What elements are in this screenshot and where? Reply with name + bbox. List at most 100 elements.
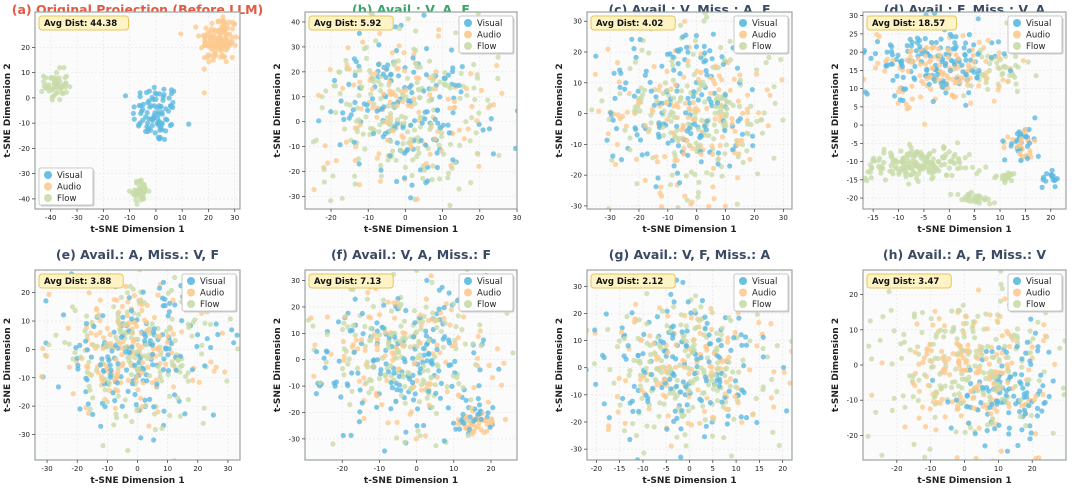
point-flow <box>871 155 877 161</box>
point-audio <box>956 343 963 349</box>
point-visual <box>424 358 430 364</box>
point-flow <box>973 348 979 354</box>
point-audio <box>164 339 170 345</box>
y-tick-label: 0 <box>854 362 858 370</box>
point-flow <box>345 324 351 330</box>
point-visual <box>1072 382 1077 387</box>
point-audio <box>170 297 176 303</box>
point-flow <box>678 88 685 94</box>
point-audio <box>719 77 725 83</box>
point-flow <box>186 324 192 330</box>
point-flow <box>702 12 708 16</box>
point-flow <box>709 378 715 384</box>
point-audio <box>356 378 362 384</box>
point-flow <box>436 176 443 182</box>
point-visual <box>1008 374 1014 380</box>
point-flow <box>591 361 598 367</box>
point-audio <box>202 38 208 44</box>
y-tick-label: -20 <box>571 172 582 180</box>
point-visual <box>966 90 972 96</box>
point-audio <box>970 395 976 401</box>
point-visual <box>667 376 673 382</box>
point-audio <box>998 448 1004 454</box>
point-flow <box>689 350 695 356</box>
point-flow <box>55 80 61 86</box>
point-audio <box>960 33 966 39</box>
point-visual <box>289 373 294 378</box>
point-flow <box>962 429 968 435</box>
y-tick-label: 10 <box>573 337 582 345</box>
point-flow <box>131 192 137 198</box>
y-tick-label: 20 <box>573 49 582 57</box>
point-audio <box>665 413 671 419</box>
point-audio <box>965 347 971 353</box>
point-audio <box>764 87 770 93</box>
y-tick-label: 0 <box>296 118 300 126</box>
legend-marker-visual <box>464 19 472 27</box>
point-visual <box>348 432 354 438</box>
point-flow <box>967 194 973 200</box>
point-visual <box>90 411 96 417</box>
point-audio <box>970 52 976 58</box>
point-audio <box>444 389 450 395</box>
point-audio <box>679 135 686 141</box>
point-flow <box>938 327 944 333</box>
point-flow <box>371 78 377 85</box>
point-visual <box>85 401 91 407</box>
point-flow <box>927 446 933 452</box>
point-flow <box>979 54 985 60</box>
legend-marker-visual <box>464 277 472 285</box>
point-flow <box>1019 364 1025 370</box>
point-audio <box>114 297 120 303</box>
point-audio <box>139 404 146 410</box>
point-visual <box>743 334 749 340</box>
point-audio <box>124 313 130 319</box>
x-tick-label: -40 <box>45 214 56 222</box>
point-audio <box>145 364 151 370</box>
point-flow <box>943 172 950 178</box>
point-flow <box>377 332 383 338</box>
point-flow <box>671 114 678 120</box>
point-flow <box>958 165 964 171</box>
avg-dist-badge <box>866 15 957 31</box>
point-flow <box>937 383 943 389</box>
point-audio <box>779 77 785 83</box>
point-visual <box>664 308 670 314</box>
point-visual <box>680 379 686 385</box>
point-visual <box>1003 349 1010 355</box>
point-flow <box>224 378 230 384</box>
point-audio <box>403 87 409 93</box>
point-flow <box>622 127 628 133</box>
point-flow <box>685 121 691 127</box>
point-audio <box>1005 380 1011 386</box>
legend-label-flow: Flow <box>477 42 496 52</box>
point-flow <box>955 351 961 357</box>
point-flow <box>624 313 630 320</box>
point-visual <box>750 143 756 149</box>
point-audio <box>614 393 621 400</box>
point-flow <box>347 402 353 408</box>
point-flow <box>405 16 411 22</box>
point-flow <box>405 129 411 135</box>
point-flow <box>418 382 425 388</box>
point-flow <box>115 393 121 399</box>
point-flow <box>671 95 677 101</box>
y-tick-label: 20 <box>849 49 858 57</box>
point-audio <box>416 109 422 115</box>
point-visual <box>901 86 907 92</box>
legend-label-flow: Flow <box>200 300 219 310</box>
point-flow <box>963 320 970 326</box>
point-visual <box>410 55 416 61</box>
point-visual <box>707 400 714 406</box>
point-audio <box>196 33 202 39</box>
point-flow <box>1028 412 1034 419</box>
point-audio <box>491 102 497 108</box>
point-visual <box>760 354 766 360</box>
point-visual <box>195 332 201 338</box>
point-audio <box>756 320 762 326</box>
point-visual <box>147 104 153 110</box>
point-visual <box>213 321 219 327</box>
point-visual <box>739 342 745 348</box>
point-visual <box>1013 401 1019 407</box>
point-visual <box>953 34 959 40</box>
